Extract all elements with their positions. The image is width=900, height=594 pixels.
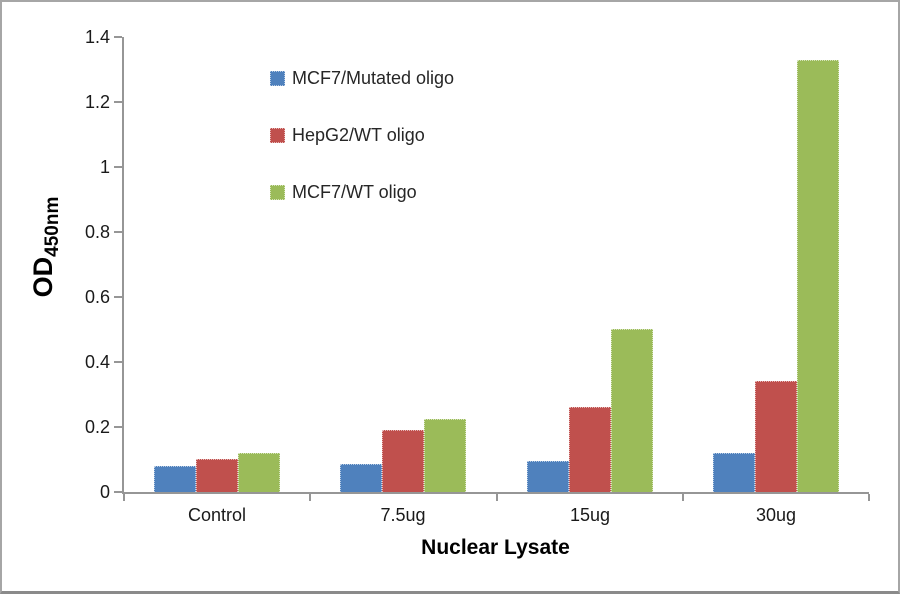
y-tick-mark [114,231,122,233]
legend-label: MCF7/WT oligo [292,181,417,202]
bar-30ug-hepg2-wt-oligo [755,381,797,492]
y-tick-mark [114,361,122,363]
y-tick-label: 0.4 [84,352,110,372]
y-tick-mark [114,166,122,168]
bar-control-mcf7-mutated-oligo [154,466,196,492]
x-tick-mark [496,494,498,501]
legend-item: MCF7/WT oligo [270,181,454,203]
bar-30ug-mcf7-wt-oligo [797,60,839,492]
bar-7.5ug-mcf7-mutated-oligo [340,464,382,492]
bar-7.5ug-mcf7-wt-oligo [424,419,466,492]
x-tick-mark [309,494,311,501]
x-tick-mark [123,494,125,501]
y-tick-mark [114,296,122,298]
y-tick-label: 1.2 [84,92,110,112]
bar-15ug-mcf7-wt-oligo [611,329,653,492]
y-tick-label: 1.4 [84,27,110,47]
y-tick-mark [114,101,122,103]
x-category-label: Control [187,505,247,525]
x-tick-mark [868,494,870,501]
y-tick-label: 0.2 [84,417,110,437]
bar-control-hepg2-wt-oligo [196,459,238,492]
legend: MCF7/Mutated oligo HepG2/WT oligo MCF7/WT … [270,67,454,238]
y-tick-label: 1 [99,157,110,177]
y-tick-mark [114,36,122,38]
y-tick-mark [114,426,122,428]
legend-item: HepG2/WT oligo [270,124,454,146]
x-category-label: 7.5ug [380,505,426,525]
bar-7.5ug-hepg2-wt-oligo [382,430,424,492]
bar-15ug-mcf7-mutated-oligo [527,461,569,492]
x-tick-mark [682,494,684,501]
y-axis-title: OD450nm [28,197,64,298]
legend-swatch-icon [270,184,285,200]
y-tick-label: 0 [99,482,110,502]
x-category-label: 15ug [569,505,611,525]
legend-label: MCF7/Mutated oligo [292,67,455,88]
y-tick-label: 0.6 [84,287,110,307]
x-category-label: 30ug [755,505,797,525]
legend-swatch-icon [270,70,285,86]
y-tick-mark [114,491,122,493]
plot-area: 0 0.2 0.4 0.6 0.8 1 1.2 1.4 Control 7.5ug 15ug 30ug [85,27,870,525]
legend-item: MCF7/Mutated oligo [270,67,454,89]
y-axis-title-main: OD [27,256,58,298]
y-tick-label: 0.8 [84,222,110,242]
x-axis-title: Nuclear Lysate [421,536,570,559]
legend-label: HepG2/WT oligo [292,124,425,145]
bar-control-mcf7-wt-oligo [238,453,280,492]
legend-swatch-icon [270,127,285,143]
bar-30ug-mcf7-mutated-oligo [713,453,755,492]
bar-15ug-hepg2-wt-oligo [569,407,611,492]
